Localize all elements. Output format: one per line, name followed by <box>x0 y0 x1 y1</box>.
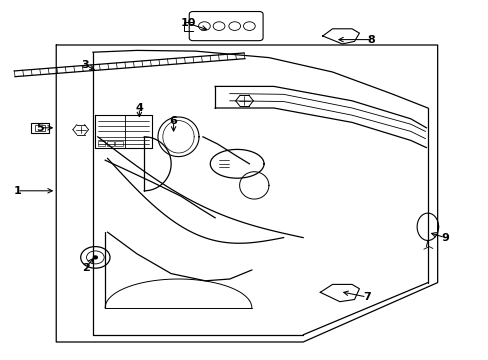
Text: 2: 2 <box>81 263 89 273</box>
Text: 1: 1 <box>13 186 21 196</box>
Bar <box>35 125 45 131</box>
Text: 10: 10 <box>180 18 196 28</box>
Bar <box>98 141 105 146</box>
Text: 9: 9 <box>440 233 448 243</box>
Text: 8: 8 <box>367 35 375 45</box>
Text: 6: 6 <box>169 116 177 126</box>
Text: 3: 3 <box>81 60 89 70</box>
Bar <box>115 141 122 146</box>
Bar <box>31 123 49 133</box>
Text: 4: 4 <box>135 103 143 113</box>
Text: 5: 5 <box>36 123 44 133</box>
Text: 7: 7 <box>362 292 370 302</box>
Bar <box>106 141 114 146</box>
Circle shape <box>93 256 97 259</box>
